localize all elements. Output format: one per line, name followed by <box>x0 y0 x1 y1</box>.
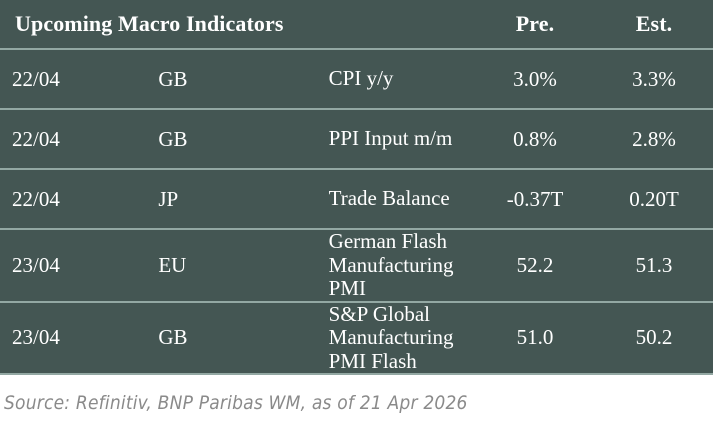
table-row: 22/04 JP Trade Balance -0.37T 0.20T <box>0 169 713 230</box>
table-title: Upcoming Macro Indicators <box>0 0 475 50</box>
table-body: 22/04 GB CPI y/y 3.0% 3.3% 22/04 GB PPI … <box>0 49 713 376</box>
table-row: 22/04 GB CPI y/y 3.0% 3.3% <box>0 49 713 110</box>
cell-country: JP <box>158 169 317 230</box>
cell-indicator: CPI y/y <box>316 49 475 110</box>
cell-country: GB <box>158 301 317 376</box>
cell-previous: 52.2 <box>475 229 595 303</box>
cell-estimate: 50.2 <box>595 301 713 376</box>
table-row: 23/04 GB S&P Global Manufacturing PMI Fl… <box>0 301 713 376</box>
table-header: Upcoming Macro Indicators Pre. Est. <box>0 0 713 50</box>
cell-estimate: 51.3 <box>595 229 713 303</box>
column-header-previous: Pre. <box>475 0 595 50</box>
cell-date: 22/04 <box>0 169 159 230</box>
cell-date: 22/04 <box>0 49 159 110</box>
cell-date: 22/04 <box>0 109 159 170</box>
cell-estimate: 0.20T <box>595 169 713 230</box>
cell-indicator: Trade Balance <box>316 169 475 230</box>
cell-indicator: PPI Input m/m <box>316 109 475 170</box>
cell-previous: 0.8% <box>475 109 595 170</box>
cell-date: 23/04 <box>0 229 159 303</box>
cell-previous: 51.0 <box>475 301 595 376</box>
table-header-row: Upcoming Macro Indicators Pre. Est. <box>0 0 713 50</box>
cell-previous: -0.37T <box>475 169 595 230</box>
table-row: 22/04 GB PPI Input m/m 0.8% 2.8% <box>0 109 713 170</box>
upcoming-macro-indicators-table: Upcoming Macro Indicators Pre. Est. 22/0… <box>0 0 713 376</box>
source-note: Source: Refinitiv, BNP Paribas WM, as of… <box>4 392 468 414</box>
cell-country: GB <box>158 49 317 110</box>
cell-country: EU <box>158 229 317 303</box>
cell-indicator: S&P Global Manufacturing PMI Flash <box>316 301 475 376</box>
table-row: 23/04 EU German Flash Manufacturing PMI … <box>0 229 713 303</box>
cell-indicator: German Flash Manufacturing PMI <box>316 229 475 303</box>
cell-estimate: 2.8% <box>595 109 713 170</box>
cell-date: 23/04 <box>0 301 159 376</box>
cell-country: GB <box>158 109 317 170</box>
column-header-estimate: Est. <box>595 0 713 50</box>
cell-previous: 3.0% <box>475 49 595 110</box>
cell-estimate: 3.3% <box>595 49 713 110</box>
